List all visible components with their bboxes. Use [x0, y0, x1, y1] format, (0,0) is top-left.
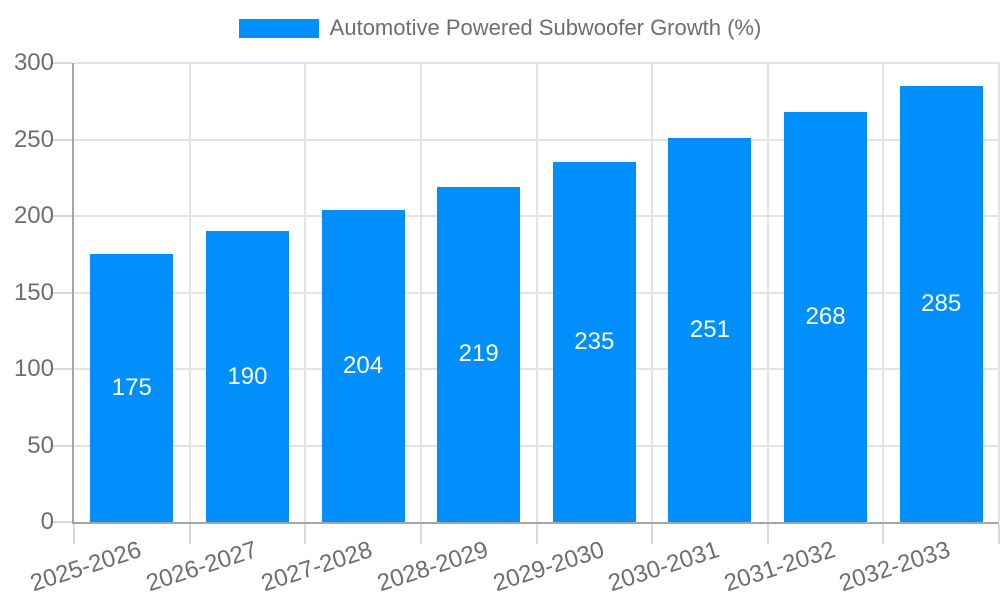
x-gridline: [651, 63, 654, 522]
x-axis-tick: [73, 524, 75, 544]
y-axis-tick-label: 100: [13, 355, 54, 382]
y-axis-tick: [52, 444, 72, 447]
chart-legend[interactable]: Automotive Powered Subwoofer Growth (%): [0, 15, 1000, 41]
bar: 175: [90, 254, 174, 522]
x-gridline: [419, 63, 422, 522]
y-axis-tick-label: 250: [13, 125, 54, 153]
y-axis-tick: [52, 215, 72, 217]
y-axis-tick-label: 0: [40, 508, 54, 535]
x-gridline: [188, 63, 191, 522]
x-axis-tick-label: 2027-2028: [258, 536, 376, 598]
bar-value-label: 251: [689, 315, 730, 343]
bar: 285: [899, 85, 983, 522]
bar-value-label: 268: [805, 302, 846, 330]
x-gridline: [998, 63, 1000, 522]
x-gridline: [766, 63, 769, 522]
y-axis-tick: [52, 368, 72, 370]
plot-area: 175 190 204 219 235 251 268 285: [52, 62, 1000, 544]
bar-value-label: 204: [343, 351, 384, 379]
y-axis-tick-label: 150: [13, 278, 54, 306]
legend-series-label: Automotive Powered Subwoofer Growth (%): [329, 15, 762, 40]
x-axis-tick: [998, 524, 1000, 544]
x-gridline: [882, 63, 885, 522]
y-axis-tick: [52, 62, 72, 64]
x-axis-tick-label: 2031-2032: [720, 536, 839, 598]
bar-value-label: 285: [921, 289, 962, 317]
x-gridline: [304, 63, 307, 522]
y-axis-tick-label: 200: [13, 202, 54, 229]
x-axis-tick: [535, 524, 538, 544]
bar: 219: [437, 186, 521, 522]
bar: 204: [321, 209, 405, 522]
x-axis-tick-label: 2032-2033: [836, 536, 954, 598]
bar-value-label: 190: [227, 362, 268, 390]
x-axis-tick-label: 2025-2026: [27, 536, 145, 598]
bar-value-label: 219: [458, 340, 499, 368]
x-axis-tick: [304, 524, 307, 544]
x-axis-tick: [766, 524, 769, 544]
x-axis-tick-label: 2029-2030: [489, 536, 608, 598]
bar-value-label: 235: [574, 328, 615, 356]
y-axis-tick-label: 50: [27, 431, 54, 459]
bar: 235: [552, 162, 636, 522]
bar: 251: [668, 137, 752, 522]
bar-value-label: 175: [111, 374, 152, 402]
y-axis-tick: [52, 138, 72, 141]
x-gridline: [535, 63, 538, 522]
legend-swatch-icon: [238, 18, 319, 38]
bar: 268: [784, 111, 868, 522]
x-axis-tick: [882, 524, 885, 544]
x-axis-tick: [188, 524, 191, 544]
bar: 190: [205, 231, 289, 522]
x-axis-tick: [651, 524, 654, 544]
y-axis-tick-label: 300: [13, 49, 54, 76]
x-axis-tick-label: 2028-2029: [373, 536, 492, 598]
y-axis-tick: [52, 291, 72, 294]
y-axis-tick: [52, 521, 72, 523]
x-axis-tick-label: 2026-2027: [142, 536, 261, 598]
x-axis-tick: [419, 524, 422, 544]
x-axis-tick-label: 2030-2031: [605, 536, 723, 598]
